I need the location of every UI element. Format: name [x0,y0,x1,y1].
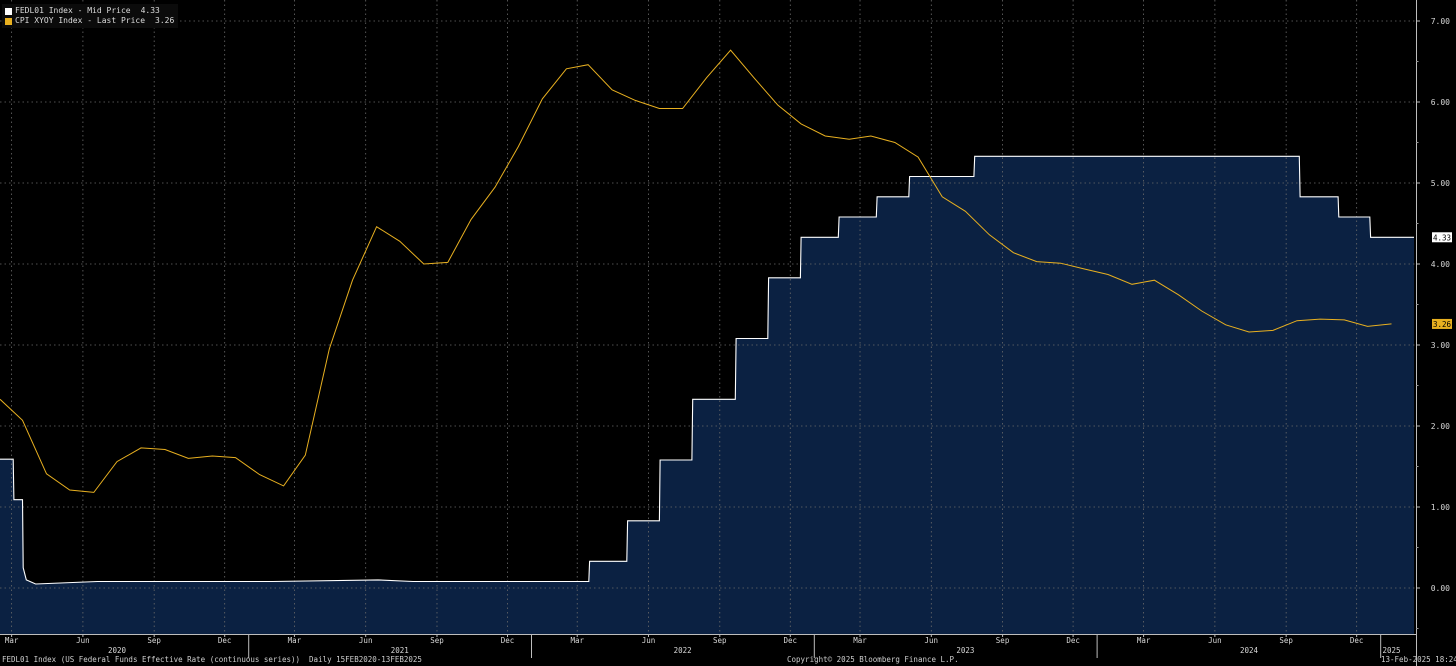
legend-value-fedl01: 4.33 [140,6,160,15]
footer-description: FEDL01 Index (US Federal Funds Effective… [2,655,422,664]
x-tick-label-17: Jun [1208,636,1222,645]
year-label-5: 2025 [1382,646,1400,655]
y-tick-label-4: 4.00 [1431,260,1450,269]
cpi-last-value-tag-text: 3.26 [1433,320,1452,329]
legend-label-fedl01: FEDL01 Index - Mid Price [15,6,131,15]
y-tick-label-2: 2.00 [1431,422,1450,431]
year-label-3: 2023 [956,646,974,655]
footer-copyright: Copyright© 2025 Bloomberg Finance L.P. [787,655,959,664]
x-tick-label-9: Jun [642,636,656,645]
fed-funds-area [0,156,1414,635]
year-label-4: 2024 [1240,646,1259,655]
footer-timestamp: 13-Feb-2025 18:24:23 [1381,655,1456,664]
x-tick-label-2: Sep [147,636,161,645]
x-tick-label-14: Sep [996,636,1010,645]
year-label-0: 2020 [108,646,127,655]
x-tick-label-8: Mar [570,636,584,645]
x-tick-label-7: Dec [501,636,515,645]
series-lines [0,49,1414,585]
x-tick-label-16: Mar [1137,636,1151,645]
legend: FEDL01 Index - Mid Price 4.33 CPI XYOY I… [2,4,179,28]
x-tick-label-3: Dec [218,636,232,645]
x-tick-label-4: Mar [288,636,302,645]
x-tick-label-0: Mar [5,636,19,645]
year-label-2: 2022 [674,646,692,655]
y-tick-label-1: 1.00 [1431,503,1450,512]
x-tick-label-19: Dec [1350,636,1364,645]
gridlines [0,0,1416,634]
legend-swatch-fedl01 [5,7,12,15]
legend-swatch-cpi [5,17,12,25]
y-tick-label-3: 3.00 [1431,341,1450,350]
x-tick-label-18: Sep [1279,636,1293,645]
cpi-last-value-tag-box [1432,318,1452,329]
x-tick-label-6: Sep [430,636,444,645]
y-tick-label-7: 7.00 [1431,17,1450,26]
fed-funds-line [0,155,1414,585]
legend-item-cpi: CPI XYOY Index - Last Price 3.26 [5,16,174,26]
fed-funds-area-fill [0,156,1414,635]
fed-funds-last-value-tag-box [1432,232,1452,243]
x-tick-label-15: Dec [1066,636,1080,645]
x-tick-label-1: Jun [76,636,90,645]
cpi-line [0,49,1392,493]
legend-label-cpi: CPI XYOY Index - Last Price [15,16,146,25]
year-label-1: 2021 [391,646,409,655]
y-tick-label-0: 0.00 [1431,584,1450,593]
x-tick-label-10: Sep [713,636,727,645]
x-tick-label-12: Mar [853,636,867,645]
legend-value-cpi: 3.26 [155,16,175,25]
fed-funds-last-value-tag-text: 4.33 [1433,233,1451,242]
y-tick-label-5: 5.00 [1431,179,1450,188]
x-tick-label-11: Dec [784,636,798,645]
legend-item-fedl01: FEDL01 Index - Mid Price 4.33 [5,6,174,16]
x-tick-label-5: Jun [359,636,373,645]
y-tick-label-6: 6.00 [1431,98,1450,107]
x-tick-label-13: Jun [925,636,939,645]
